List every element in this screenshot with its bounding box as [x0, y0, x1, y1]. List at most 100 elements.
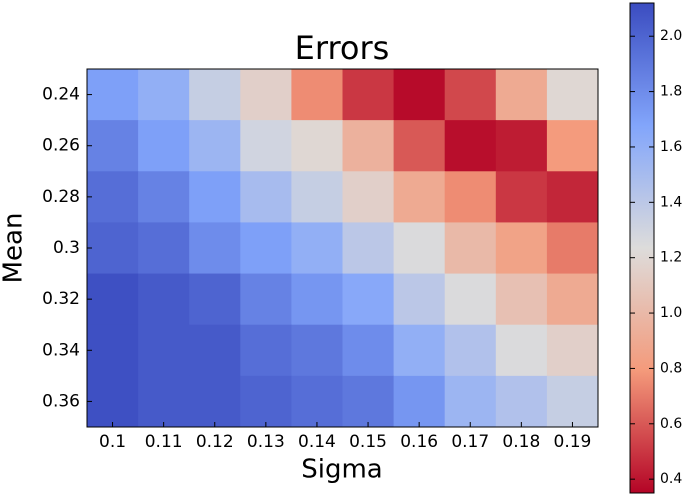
x-axis-label: Sigma	[301, 455, 383, 485]
heatmap-cell	[189, 69, 241, 121]
colorbar-tick-label: 0.8	[660, 360, 682, 376]
heatmap-cell	[546, 324, 599, 377]
chart-title: Errors	[295, 29, 390, 67]
heatmap-cell	[546, 375, 599, 428]
heatmap-cell	[87, 69, 139, 121]
heatmap-cell	[342, 324, 395, 377]
x-tick-label: 0.18	[502, 432, 540, 452]
colorbar-tick-label: 1.0	[660, 305, 682, 321]
heatmap-cell	[291, 324, 343, 377]
heatmap-cell	[495, 120, 548, 172]
heatmap-cell	[444, 324, 497, 377]
heatmap-cell	[240, 375, 292, 428]
heatmap-cell	[87, 324, 139, 377]
y-tick-label: 0.3	[53, 238, 80, 258]
heatmap-cell	[189, 273, 241, 326]
heatmap-cell	[87, 375, 139, 428]
heatmap-cell	[138, 375, 190, 428]
heatmap-cell	[393, 171, 446, 223]
heatmap-cell	[393, 375, 446, 428]
heatmap-cell	[189, 222, 241, 275]
heatmap-cell	[495, 171, 548, 223]
colorbar-tick-label: 1.6	[660, 139, 682, 155]
heatmap-cell	[444, 120, 497, 172]
heatmap-cell	[495, 222, 548, 275]
heatmap-cell	[342, 273, 395, 326]
heatmap-cell	[240, 171, 292, 223]
heatmap-cell	[291, 171, 343, 223]
heatmap-cell	[240, 69, 292, 121]
heatmap-cell	[546, 273, 599, 326]
heatmap-cell	[87, 120, 139, 172]
heatmap-cell	[546, 171, 599, 223]
heatmap-cell	[189, 375, 241, 428]
colorbar-tick-label: 1.4	[660, 194, 682, 210]
heatmap-cell	[291, 273, 343, 326]
heatmap-cell	[240, 324, 292, 377]
x-tick-label: 0.11	[145, 432, 183, 452]
heatmap-cell	[240, 273, 292, 326]
heatmap-cell	[87, 171, 139, 223]
colorbar-tick-label: 0.6	[660, 416, 682, 432]
heatmap-cell	[291, 69, 343, 121]
heatmap-cell	[342, 222, 395, 275]
heatmap-cell	[87, 273, 139, 326]
x-tick-label: 0.13	[247, 432, 285, 452]
heatmap-cell	[87, 222, 139, 275]
heatmap-cell	[138, 222, 190, 275]
heatmap-cell	[240, 222, 292, 275]
x-tick-label: 0.1	[99, 432, 126, 452]
heatmap-cell	[444, 375, 497, 428]
heatmap-cell	[342, 375, 395, 428]
heatmap-cell	[291, 222, 343, 275]
heatmap-cell	[444, 273, 497, 326]
heatmap-cell	[291, 375, 343, 428]
heatmap-cell	[495, 324, 548, 377]
heatmap-cell	[495, 375, 548, 428]
heatmap-cell	[189, 120, 241, 172]
heatmap-cell	[393, 324, 446, 377]
x-tick-label: 0.16	[400, 432, 438, 452]
heatmap-cell	[393, 69, 446, 121]
x-tick-label: 0.14	[298, 432, 336, 452]
heatmap-cell	[546, 222, 599, 275]
heatmap-cell	[138, 171, 190, 223]
colorbar-tick-label: 1.8	[660, 84, 682, 100]
x-tick-label: 0.12	[196, 432, 234, 452]
x-tick-label: 0.19	[554, 432, 592, 452]
y-axis-label: Mean	[0, 213, 29, 284]
heatmap-cell	[393, 120, 446, 172]
heatmap-cell	[444, 171, 497, 223]
heatmap-cell	[342, 171, 395, 223]
y-tick-label: 0.28	[42, 187, 80, 207]
heatmap-cell	[342, 69, 395, 121]
heatmap-cell	[189, 171, 241, 223]
y-tick-label: 0.26	[42, 136, 80, 156]
heatmap-cell	[138, 120, 190, 172]
heatmap-cell	[291, 120, 343, 172]
heatmap-cell	[342, 120, 395, 172]
x-tick-label: 0.15	[349, 432, 387, 452]
colorbar-tick-label: 1.2	[660, 250, 682, 266]
heatmap-cell	[189, 324, 241, 377]
colorbar-tick-label: 2.0	[660, 28, 682, 44]
x-tick-label: 0.17	[451, 432, 489, 452]
y-tick-label: 0.24	[42, 85, 80, 105]
heatmap-cell	[240, 120, 292, 172]
heatmap-cell	[495, 69, 548, 121]
heatmap-cell	[138, 69, 190, 121]
heatmap-cell	[444, 222, 497, 275]
heatmap-cell	[495, 273, 548, 326]
heatmap-cell	[444, 69, 497, 121]
heatmap-cell	[138, 273, 190, 326]
heatmap-cell	[546, 120, 599, 172]
y-tick-label: 0.32	[42, 289, 80, 309]
y-tick-label: 0.34	[42, 340, 80, 360]
heatmap-cell	[393, 222, 446, 275]
y-tick-label: 0.36	[42, 391, 80, 411]
heatmap-cell	[546, 69, 599, 121]
heatmap-cell	[138, 324, 190, 377]
colorbar-tick-label: 0.4	[660, 471, 682, 487]
heatmap-cell	[393, 273, 446, 326]
